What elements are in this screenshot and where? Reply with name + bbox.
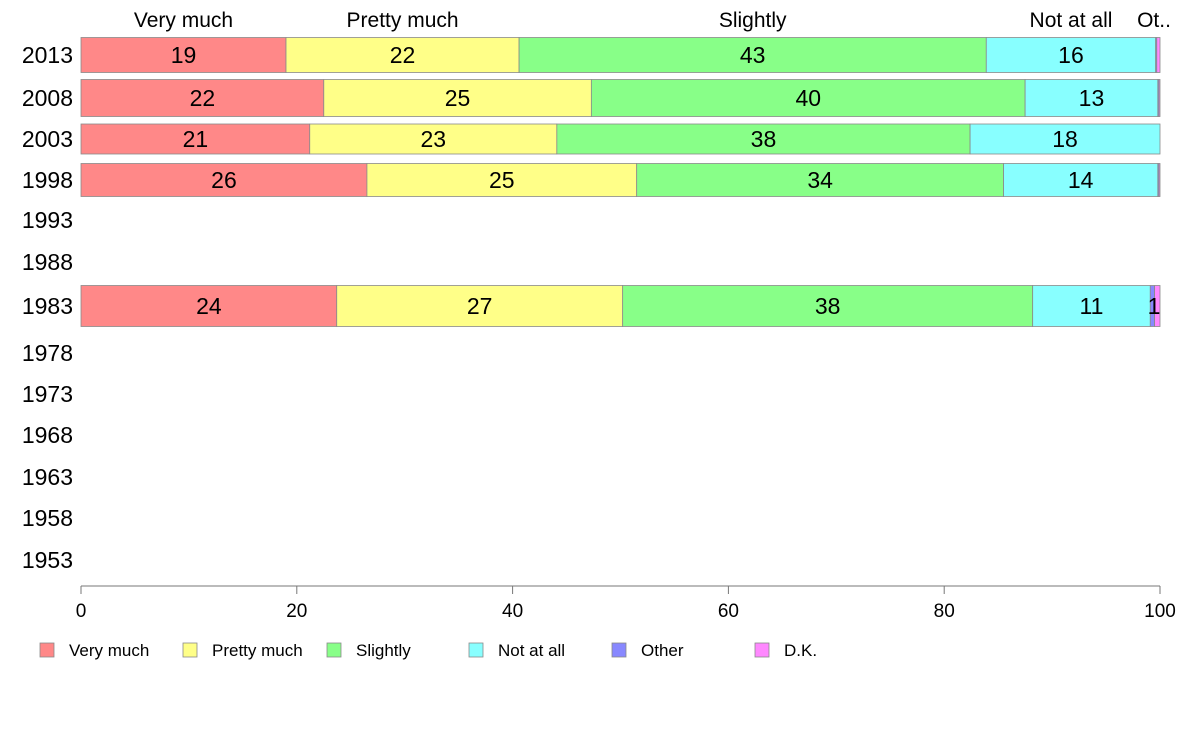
bar-label-1998-slightly: 34: [807, 167, 833, 193]
bar-1998-pretty-much: [366, 163, 638, 197]
bar-2008-not-at-all: [1024, 79, 1159, 117]
legend-label-other: Other: [641, 641, 684, 660]
bar-1998-very-much: [80, 163, 368, 197]
year-label-2008: 2008: [22, 85, 73, 111]
bar-label-1983-not-at-all: 11: [1080, 293, 1104, 319]
bar-label-1983-d-k-: 1: [1148, 293, 1161, 319]
bar-2013-very-much: [80, 37, 287, 73]
legend-label-not-at-all: Not at all: [498, 641, 565, 660]
bar-label-1998-not-at-all: 14: [1068, 167, 1094, 193]
bar-2008-very-much: [80, 79, 325, 117]
bar-2008-pretty-much: [323, 79, 592, 117]
year-label-1963: 1963: [22, 464, 73, 490]
bar-1983-not-at-all: [1032, 285, 1151, 327]
bar-label-1983-pretty-much: 27: [467, 293, 493, 319]
bar-label-2008-pretty-much: 25: [445, 85, 471, 111]
bar-2003-not-at-all: [969, 123, 1161, 155]
year-label-1958: 1958: [22, 505, 73, 531]
bar-label-1983-slightly: 38: [815, 293, 841, 319]
x-tick-label-0: 0: [76, 601, 87, 622]
legend-swatch-pretty-much: [182, 642, 198, 658]
bar-2008-d-k-: [1158, 79, 1161, 117]
x-tick-label-40: 40: [502, 601, 523, 622]
bar-label-2013-very-much: 19: [171, 42, 197, 68]
bar-label-2003-pretty-much: 23: [420, 126, 446, 152]
bar-label-2003-slightly: 38: [751, 126, 777, 152]
x-tick-label-80: 80: [934, 601, 955, 622]
year-label-1953: 1953: [22, 547, 73, 573]
bar-1998-d-k-: [1158, 163, 1161, 197]
bar-2008-slightly: [590, 79, 1026, 117]
bar-label-2013-not-at-all: 16: [1058, 42, 1084, 68]
bar-2003-slightly: [556, 123, 971, 155]
legend-label-d-k-: D.K.: [784, 641, 817, 660]
year-label-1998: 1998: [22, 167, 73, 193]
bar-label-1998-very-much: 26: [211, 167, 237, 193]
bar-1983-slightly: [622, 285, 1034, 327]
bar-2013-slightly: [518, 37, 987, 73]
column-label-ot-: Ot..: [1137, 9, 1171, 32]
legend-swatch-slightly: [326, 642, 342, 658]
column-label-pretty-much: Pretty much: [347, 9, 459, 32]
bar-label-2008-very-much: 22: [190, 85, 216, 111]
year-label-1993: 1993: [22, 207, 73, 233]
bar-label-1983-very-much: 24: [196, 293, 222, 319]
x-tick-label-60: 60: [718, 601, 739, 622]
legend-label-pretty-much: Pretty much: [212, 641, 303, 660]
column-label-not-at-all: Not at all: [1030, 9, 1113, 32]
bar-1983-pretty-much: [336, 285, 624, 327]
year-label-1978: 1978: [22, 340, 73, 366]
x-tick-label-100: 100: [1144, 601, 1176, 622]
bar-2013-not-at-all: [985, 37, 1157, 73]
bar-label-2008-slightly: 40: [795, 85, 821, 111]
bar-1983-very-much: [80, 285, 338, 327]
bar-2013-d-k-: [1156, 37, 1161, 73]
bar-label-2003-very-much: 21: [183, 126, 209, 152]
legend-swatch-other: [611, 642, 627, 658]
column-label-slightly: Slightly: [719, 9, 787, 32]
year-label-1973: 1973: [22, 381, 73, 407]
bar-label-2013-pretty-much: 22: [390, 42, 416, 68]
year-label-1983: 1983: [22, 293, 73, 319]
bar-1998-not-at-all: [1003, 163, 1159, 197]
bar-label-2013-slightly: 43: [740, 42, 766, 68]
legend-swatch-not-at-all: [468, 642, 484, 658]
x-tick-label-20: 20: [286, 601, 307, 622]
bar-2013-pretty-much: [285, 37, 520, 73]
legend-label-very-much: Very much: [69, 641, 149, 660]
bar-label-2003-not-at-all: 18: [1052, 126, 1078, 152]
legend-swatch-d-k-: [754, 642, 770, 658]
year-label-1988: 1988: [22, 249, 73, 275]
year-label-2013: 2013: [22, 42, 73, 68]
legend-swatch-very-much: [39, 642, 55, 658]
column-label-very-much: Very much: [134, 9, 233, 32]
year-label-1968: 1968: [22, 422, 73, 448]
bar-2003-very-much: [80, 123, 311, 155]
legend-label-slightly: Slightly: [356, 641, 411, 660]
bar-1998-slightly: [636, 163, 1004, 197]
bar-label-1998-pretty-much: 25: [489, 167, 515, 193]
year-label-2003: 2003: [22, 126, 73, 152]
bar-1983-d-k-: [1154, 285, 1161, 327]
bar-label-2008-not-at-all: 13: [1079, 85, 1105, 111]
